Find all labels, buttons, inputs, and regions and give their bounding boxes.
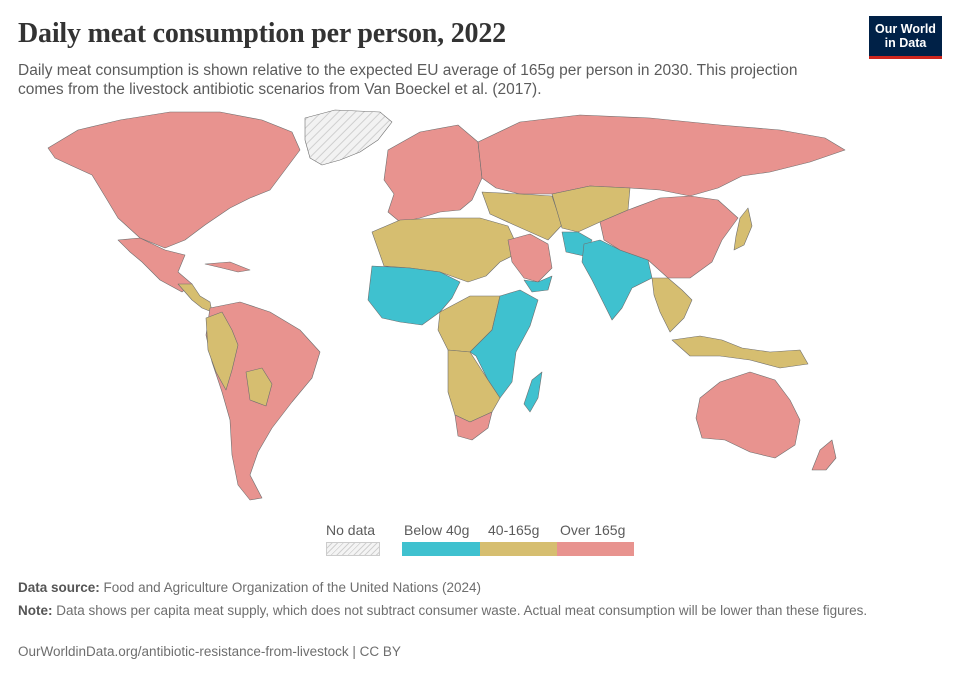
region-europe[interactable] bbox=[383, 124, 483, 223]
region-north-america[interactable] bbox=[47, 111, 301, 249]
region-china[interactable] bbox=[599, 195, 739, 279]
note-text: Data shows per capita meat supply, which… bbox=[56, 603, 868, 618]
logo-line-2: in Data bbox=[884, 36, 927, 50]
region-southeast-asia[interactable] bbox=[651, 277, 693, 333]
url-text[interactable]: OurWorldinData.org/antibiotic-resistance… bbox=[18, 644, 401, 659]
footer-note: Note: Data shows per capita meat supply,… bbox=[18, 602, 918, 620]
legend-label-over-165g: Over 165g bbox=[560, 522, 626, 538]
footer-url[interactable]: OurWorldinData.org/antibiotic-resistance… bbox=[18, 643, 918, 661]
region-japan[interactable] bbox=[733, 207, 753, 251]
region-india[interactable] bbox=[581, 239, 653, 321]
source-label: Data source: bbox=[18, 580, 100, 595]
legend-swatch-below-40g[interactable] bbox=[402, 542, 480, 556]
legend-no-data-label: No data bbox=[326, 522, 376, 538]
world-map[interactable] bbox=[0, 100, 960, 515]
legend-no-data-swatch[interactable] bbox=[326, 542, 380, 556]
chart-subtitle: Daily meat consumption is shown relative… bbox=[18, 62, 798, 98]
region-south-africa[interactable] bbox=[454, 411, 493, 441]
legend-swatch-40-165g[interactable] bbox=[480, 542, 557, 556]
map-legend: No data Below 40g 40-165g Over 165g bbox=[320, 518, 650, 566]
region-central-america[interactable] bbox=[177, 283, 213, 313]
region-australia[interactable] bbox=[695, 371, 801, 459]
region-madagascar[interactable] bbox=[523, 371, 543, 413]
footer-source: Data source: Food and Agriculture Organi… bbox=[18, 579, 918, 597]
logo-line-1: Our World bbox=[875, 22, 936, 36]
region-yemen[interactable] bbox=[523, 275, 553, 293]
region-bolivia[interactable] bbox=[245, 367, 273, 407]
region-indonesia[interactable] bbox=[671, 335, 809, 369]
legend-swatch-over-165g[interactable] bbox=[557, 542, 634, 556]
region-saudi-arabia[interactable] bbox=[507, 233, 553, 283]
region-andean-countries[interactable] bbox=[205, 311, 239, 391]
note-label: Note: bbox=[18, 603, 53, 618]
owid-logo[interactable]: Our World in Data bbox=[869, 16, 942, 59]
region-middle-east[interactable] bbox=[481, 191, 563, 241]
source-text: Food and Agriculture Organization of the… bbox=[103, 580, 482, 595]
legend-label-40-165g: 40-165g bbox=[488, 522, 540, 538]
region-caribbean[interactable] bbox=[204, 261, 251, 273]
region-greenland[interactable] bbox=[304, 109, 393, 166]
region-russia[interactable] bbox=[477, 114, 846, 197]
chart-title: Daily meat consumption per person, 2022 bbox=[18, 18, 506, 49]
region-east-africa[interactable] bbox=[469, 289, 539, 399]
legend-label-below-40g: Below 40g bbox=[404, 522, 470, 538]
region-new-zealand[interactable] bbox=[811, 439, 837, 471]
